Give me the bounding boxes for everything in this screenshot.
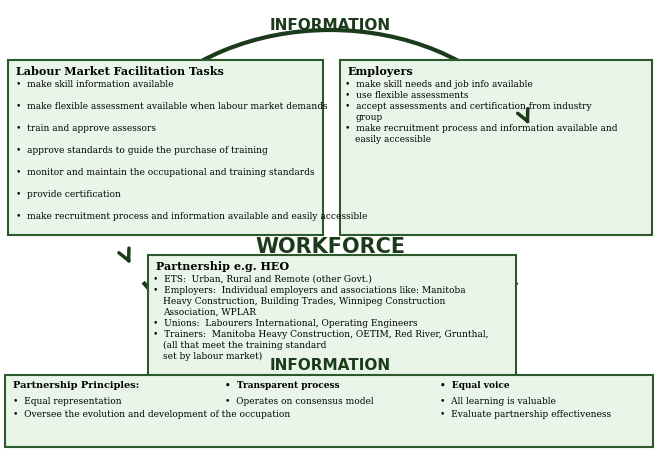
Text: •  use flexible assessments: • use flexible assessments: [345, 91, 469, 100]
Text: Partnership Principles:: Partnership Principles:: [13, 381, 139, 390]
Text: •  provide certification: • provide certification: [16, 190, 121, 199]
Text: •  make recruitment process and information available and: • make recruitment process and informati…: [345, 124, 618, 133]
Text: •  Employers:  Individual employers and associations like: Manitoba: • Employers: Individual employers and as…: [153, 286, 465, 295]
FancyBboxPatch shape: [8, 60, 323, 235]
Text: INFORMATION: INFORMATION: [269, 18, 391, 33]
FancyBboxPatch shape: [340, 60, 652, 235]
Text: •  Trainers:  Manitoba Heavy Construction, OETIM, Red River, Grunthal,: • Trainers: Manitoba Heavy Construction,…: [153, 330, 488, 339]
Text: •  Equal representation: • Equal representation: [13, 397, 121, 406]
Text: •  accept assessments and certification from industry: • accept assessments and certification f…: [345, 102, 591, 111]
Text: •  All learning is valuable: • All learning is valuable: [440, 397, 556, 406]
Text: Association, WPLAR: Association, WPLAR: [163, 308, 256, 317]
Text: Partnership e.g. HEO: Partnership e.g. HEO: [156, 261, 289, 272]
Text: •  Equal voice: • Equal voice: [440, 381, 510, 390]
Text: •  Unions:  Labourers International, Operating Engineers: • Unions: Labourers International, Opera…: [153, 319, 418, 328]
Text: Labour Market Facilitation Tasks: Labour Market Facilitation Tasks: [16, 66, 224, 77]
Text: group: group: [355, 113, 382, 122]
Text: •  make recruitment process and information available and easily accessible: • make recruitment process and informati…: [16, 212, 368, 221]
Text: •  Oversee the evolution and development of the occupation: • Oversee the evolution and development …: [13, 410, 290, 419]
Text: •  make skill information available: • make skill information available: [16, 80, 174, 89]
FancyBboxPatch shape: [5, 375, 653, 447]
Text: •  Transparent process: • Transparent process: [225, 381, 339, 390]
Text: •  train and approve assessors: • train and approve assessors: [16, 124, 156, 133]
Text: •  Evaluate partnership effectiveness: • Evaluate partnership effectiveness: [440, 410, 611, 419]
Text: WORKFORCE: WORKFORCE: [255, 237, 405, 257]
Text: INFORMATION: INFORMATION: [269, 358, 391, 373]
Text: (all that meet the training standard: (all that meet the training standard: [163, 341, 327, 350]
Text: •  monitor and maintain the occupational and training standards: • monitor and maintain the occupational …: [16, 168, 315, 177]
Text: •  Operates on consensus model: • Operates on consensus model: [225, 397, 374, 406]
Text: Heavy Construction, Building Trades, Winnipeg Construction: Heavy Construction, Building Trades, Win…: [163, 297, 446, 306]
Text: set by labour market): set by labour market): [163, 352, 262, 361]
Text: •  ETS:  Urban, Rural and Remote (other Govt.): • ETS: Urban, Rural and Remote (other Go…: [153, 275, 372, 284]
Text: Employers: Employers: [348, 66, 414, 77]
FancyBboxPatch shape: [148, 255, 516, 405]
Text: •  make skill needs and job info available: • make skill needs and job info availabl…: [345, 80, 533, 89]
Text: •  approve standards to guide the purchase of training: • approve standards to guide the purchas…: [16, 146, 268, 155]
Text: •  make flexible assessment available when labour market demands: • make flexible assessment available whe…: [16, 102, 327, 111]
Text: easily accessible: easily accessible: [355, 135, 431, 144]
